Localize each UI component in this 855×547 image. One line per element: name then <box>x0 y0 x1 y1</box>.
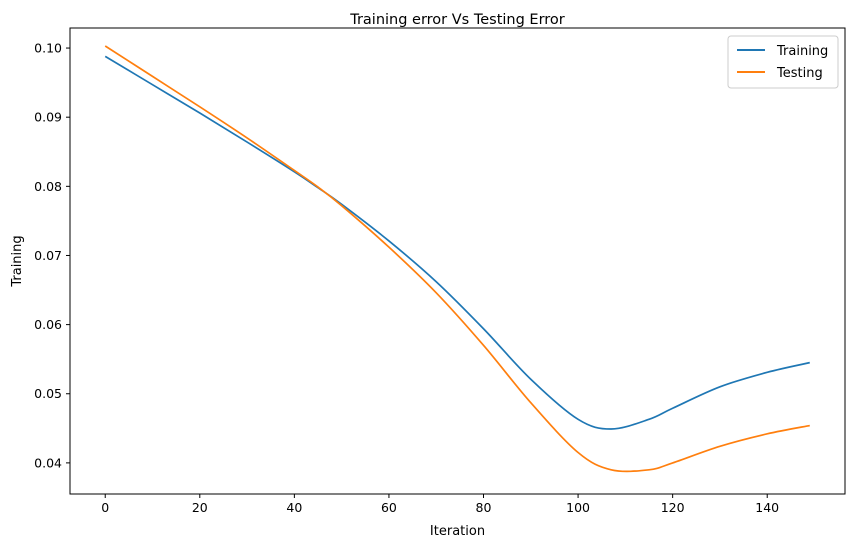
y-tick-label: 0.06 <box>34 317 62 332</box>
x-axis-label: Iteration <box>430 524 485 539</box>
x-tick-label: 140 <box>755 500 779 515</box>
x-tick-label: 120 <box>661 500 685 515</box>
y-tick-label: 0.04 <box>34 455 62 470</box>
y-axis: 0.04 0.05 0.06 0.07 0.08 0.09 0.10 <box>34 41 70 470</box>
x-tick-label: 20 <box>192 500 208 515</box>
x-tick-label: 40 <box>286 500 302 515</box>
y-axis-label: Training <box>10 235 25 287</box>
legend-label-testing: Testing <box>776 66 823 81</box>
x-axis: 0 20 40 60 80 100 120 140 <box>101 494 779 515</box>
x-tick-label: 60 <box>381 500 397 515</box>
x-tick-label: 0 <box>101 500 109 515</box>
x-tick-label: 100 <box>566 500 590 515</box>
plot-area <box>69 27 846 495</box>
legend: Training Testing <box>727 35 839 89</box>
y-tick-label: 0.08 <box>34 179 62 194</box>
legend-label-training: Training <box>776 44 828 59</box>
chart-title: Training error Vs Testing Error <box>349 12 565 28</box>
y-tick-label: 0.10 <box>34 41 62 56</box>
series-line-testing <box>104 45 810 473</box>
x-tick-label: 80 <box>476 500 492 515</box>
series-lines <box>104 45 810 473</box>
y-tick-label: 0.05 <box>34 386 62 401</box>
y-tick-label: 0.07 <box>34 248 62 263</box>
y-tick-label: 0.09 <box>34 110 62 125</box>
series-line-training <box>104 55 810 430</box>
plot-frame <box>69 27 846 495</box>
